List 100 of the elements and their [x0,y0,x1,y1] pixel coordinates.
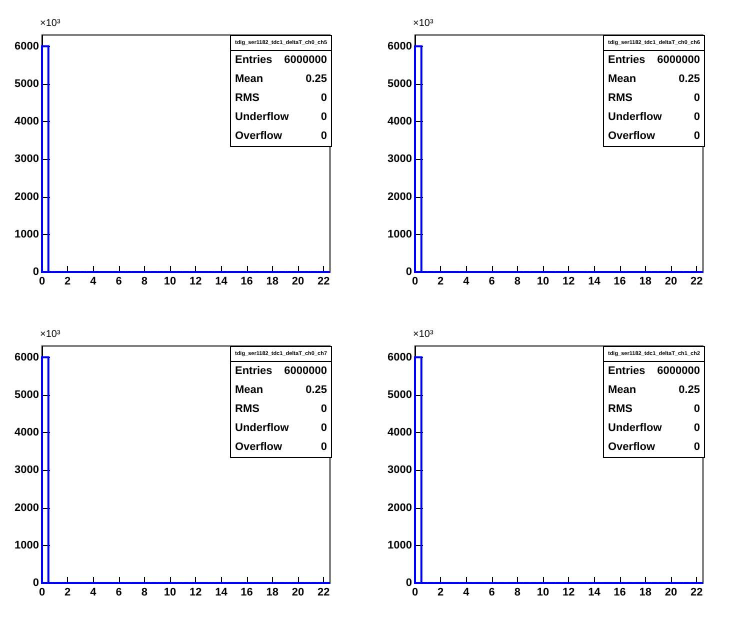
x-tick-label: 10 [536,276,550,288]
x-tick-label: 10 [536,586,550,598]
annotation: 0 [694,441,700,453]
annotation: Mean [608,73,636,85]
x-tick-label: 2 [438,276,444,288]
annotation: 0 [694,111,700,123]
annotation: Overflow [235,130,282,142]
y-tick-label: 0 [406,577,412,589]
y-tick-label: 2000 [14,502,39,514]
x-tick-label: 16 [240,586,253,598]
annotation: 0 [694,403,700,415]
y-tick-label: 1000 [14,228,39,240]
x-tick-label: 8 [514,276,520,288]
annotation: Entries [235,365,272,377]
annotation: 6000000 [284,365,327,377]
y-tick-label: 3000 [14,153,39,166]
x-tick-label: 22 [317,276,330,288]
x-tick-label: 10 [164,276,176,288]
x-tick-label: 22 [317,586,330,598]
annotation: RMS [235,92,260,104]
x-tick-label: 4 [463,276,470,288]
x-tick-label: 14 [588,586,602,598]
annotation: 0 [694,92,700,104]
y-tick-label: 6000 [388,351,412,364]
text: ×10³ [413,329,434,340]
y-tick-label: 1000 [388,228,412,240]
y-tick-label: 5000 [14,78,39,90]
annotation: 0.25 [306,384,327,396]
annotation: Underflow [608,111,662,123]
y-tick-label: 5000 [388,388,412,401]
annotation: 0 [320,441,327,453]
y-tick-label: 6000 [388,40,412,52]
x-tick-label: 4 [463,586,470,598]
annotation: Entries [608,365,646,377]
y-tick-label: 4000 [388,116,412,128]
x-tick-label: 18 [639,586,652,598]
annotation: Overflow [608,441,656,453]
text: ×10³ [40,329,60,340]
annotation: 0 [320,422,327,434]
annotation: 6000000 [657,54,700,66]
y-tick-label: 0 [32,577,39,589]
x-tick-label: 8 [141,586,148,598]
x-tick-label: 20 [292,276,304,288]
y-tick-label: 1000 [14,539,39,552]
annotation: RMS [608,403,632,415]
annotation: RMS [235,403,260,415]
x-tick-label: 14 [588,276,602,288]
annotation: 6000000 [657,365,700,377]
annotation: 0 [694,130,700,142]
x-tick-label: 6 [116,586,122,598]
x-tick-label: 14 [215,276,228,288]
y-tick-label: 4000 [14,116,39,128]
x-tick-label: 8 [141,276,148,288]
x-tick-label: 2 [438,586,444,598]
annotation: 0 [320,403,327,415]
x-tick-label: 16 [614,586,626,598]
annotation: 0 [320,130,327,142]
x-tick-label: 18 [266,276,279,288]
y-tick-label: 6000 [14,351,39,364]
x-tick-label: 18 [266,586,279,598]
x-tick-label: 16 [240,276,253,288]
x-tick-label: 12 [189,276,202,288]
annotation: Mean [235,384,264,396]
x-tick-label: 14 [215,586,228,598]
x-tick-label: 16 [614,276,626,288]
annotation: Mean [235,73,264,85]
annotation: Underflow [235,111,289,123]
y-tick-label: 4000 [388,426,412,439]
y-tick-label: 2000 [388,502,412,514]
annotation: 6000000 [284,54,327,66]
annotation: Underflow [608,422,662,434]
annotation: 0.25 [306,73,327,85]
y-tick-label: 2000 [14,190,39,203]
x-tick-label: 4 [90,586,98,598]
annotation: 0 [320,111,327,123]
y-tick-label: 3000 [388,153,412,166]
annotation: 0 [320,92,327,104]
x-tick-label: 10 [164,586,176,598]
y-tick-label: 0 [32,266,39,278]
annotation: Mean [608,384,636,396]
y-tick-label: 0 [406,266,412,278]
x-tick-label: 12 [562,276,575,288]
annotation: Overflow [235,441,282,453]
x-tick-label: 20 [664,276,678,288]
text: ×10³ [40,18,60,29]
y-tick-label: 3000 [14,464,39,476]
x-tick-label: 6 [116,276,122,288]
x-tick-label: 8 [514,586,520,598]
annotation: 0.25 [678,73,700,85]
y-tick-label: 5000 [388,78,412,90]
x-tick-label: 22 [690,276,703,288]
x-tick-label: 22 [690,586,703,598]
annotation: Entries [608,54,646,66]
x-tick-label: 2 [64,276,71,288]
x-tick-label: 12 [189,586,202,598]
x-tick-label: 4 [90,276,98,288]
x-tick-label: 18 [639,276,652,288]
y-tick-label: 5000 [14,388,39,401]
x-tick-label: 20 [664,586,678,598]
x-tick-label: 2 [64,586,71,598]
